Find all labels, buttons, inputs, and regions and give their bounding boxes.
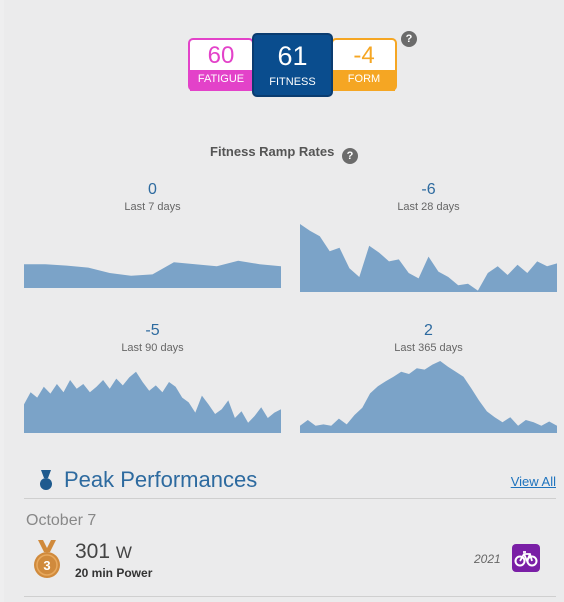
fitness-label: FITNESS [269,76,316,88]
form-label: FORM [333,70,395,91]
question-circle-icon[interactable]: ? [341,148,358,164]
form-box[interactable]: -4 FORM [331,38,397,91]
ramp-value: 0 [148,181,157,198]
fitness-card: 60 FATIGUE 61 FITNESS -4 FORM ? Fitness … [4,0,564,602]
sparkline-area [300,361,557,433]
fatigue-value: 60 [207,42,235,69]
power-label: 20 min Power [75,566,153,580]
performance-year: 2021 [474,552,501,566]
sparkline-area [24,260,281,288]
bike-icon [512,544,540,572]
peak-performances-title: Peak Performances [64,467,258,492]
fitness-value: 61 [277,41,308,71]
view-all-link[interactable]: View All [510,474,556,489]
divider [24,596,556,597]
performance-date: October 7 [26,512,97,529]
ramp-period-label: Last 90 days [121,342,184,354]
question-circle-icon[interactable]: ? [401,31,417,47]
sparkline-area [300,224,557,292]
ramp-sparkline [24,371,281,433]
power-unit: W [115,543,132,562]
ramp-rates-title: Fitness Ramp Rates [210,144,335,159]
power-number: 301 [75,540,111,563]
ramp-value: 2 [424,322,433,339]
fitness-box[interactable]: 61 FITNESS [252,33,333,97]
ramp-period-label: Last 7 days [124,201,181,213]
ramp-period-label: Last 365 days [394,342,463,354]
ramp-period-label: Last 28 days [397,201,460,213]
bronze-medal-icon: 3 [34,540,60,578]
form-value: -4 [353,42,375,69]
ramp-rates-heading: Fitness Ramp Rates ? [4,144,564,164]
ramp-panel-7-days: 0 Last 7 days [24,180,281,288]
medal-rank: 3 [43,558,50,573]
ramp-panel-90-days: -5 Last 90 days [24,321,281,433]
ramp-panel-28-days: -6 Last 28 days [300,180,557,292]
medal-icon [40,470,52,490]
power-value[interactable]: 301 W [75,540,132,564]
ramp-value: -5 [145,322,160,339]
ramp-sparkline [300,361,557,433]
fatigue-box[interactable]: 60 FATIGUE [188,38,254,91]
fitness-metrics: 60 FATIGUE 61 FITNESS -4 FORM [188,33,398,97]
sparkline-area [24,371,281,433]
ramp-panel-365-days: 2 Last 365 days [300,321,557,433]
ramp-value: -6 [421,181,436,198]
fatigue-label: FATIGUE [190,70,252,91]
ramp-sparkline [24,260,281,288]
ramp-sparkline [300,224,557,292]
peak-performances-header: Peak Performances View All [24,462,556,499]
